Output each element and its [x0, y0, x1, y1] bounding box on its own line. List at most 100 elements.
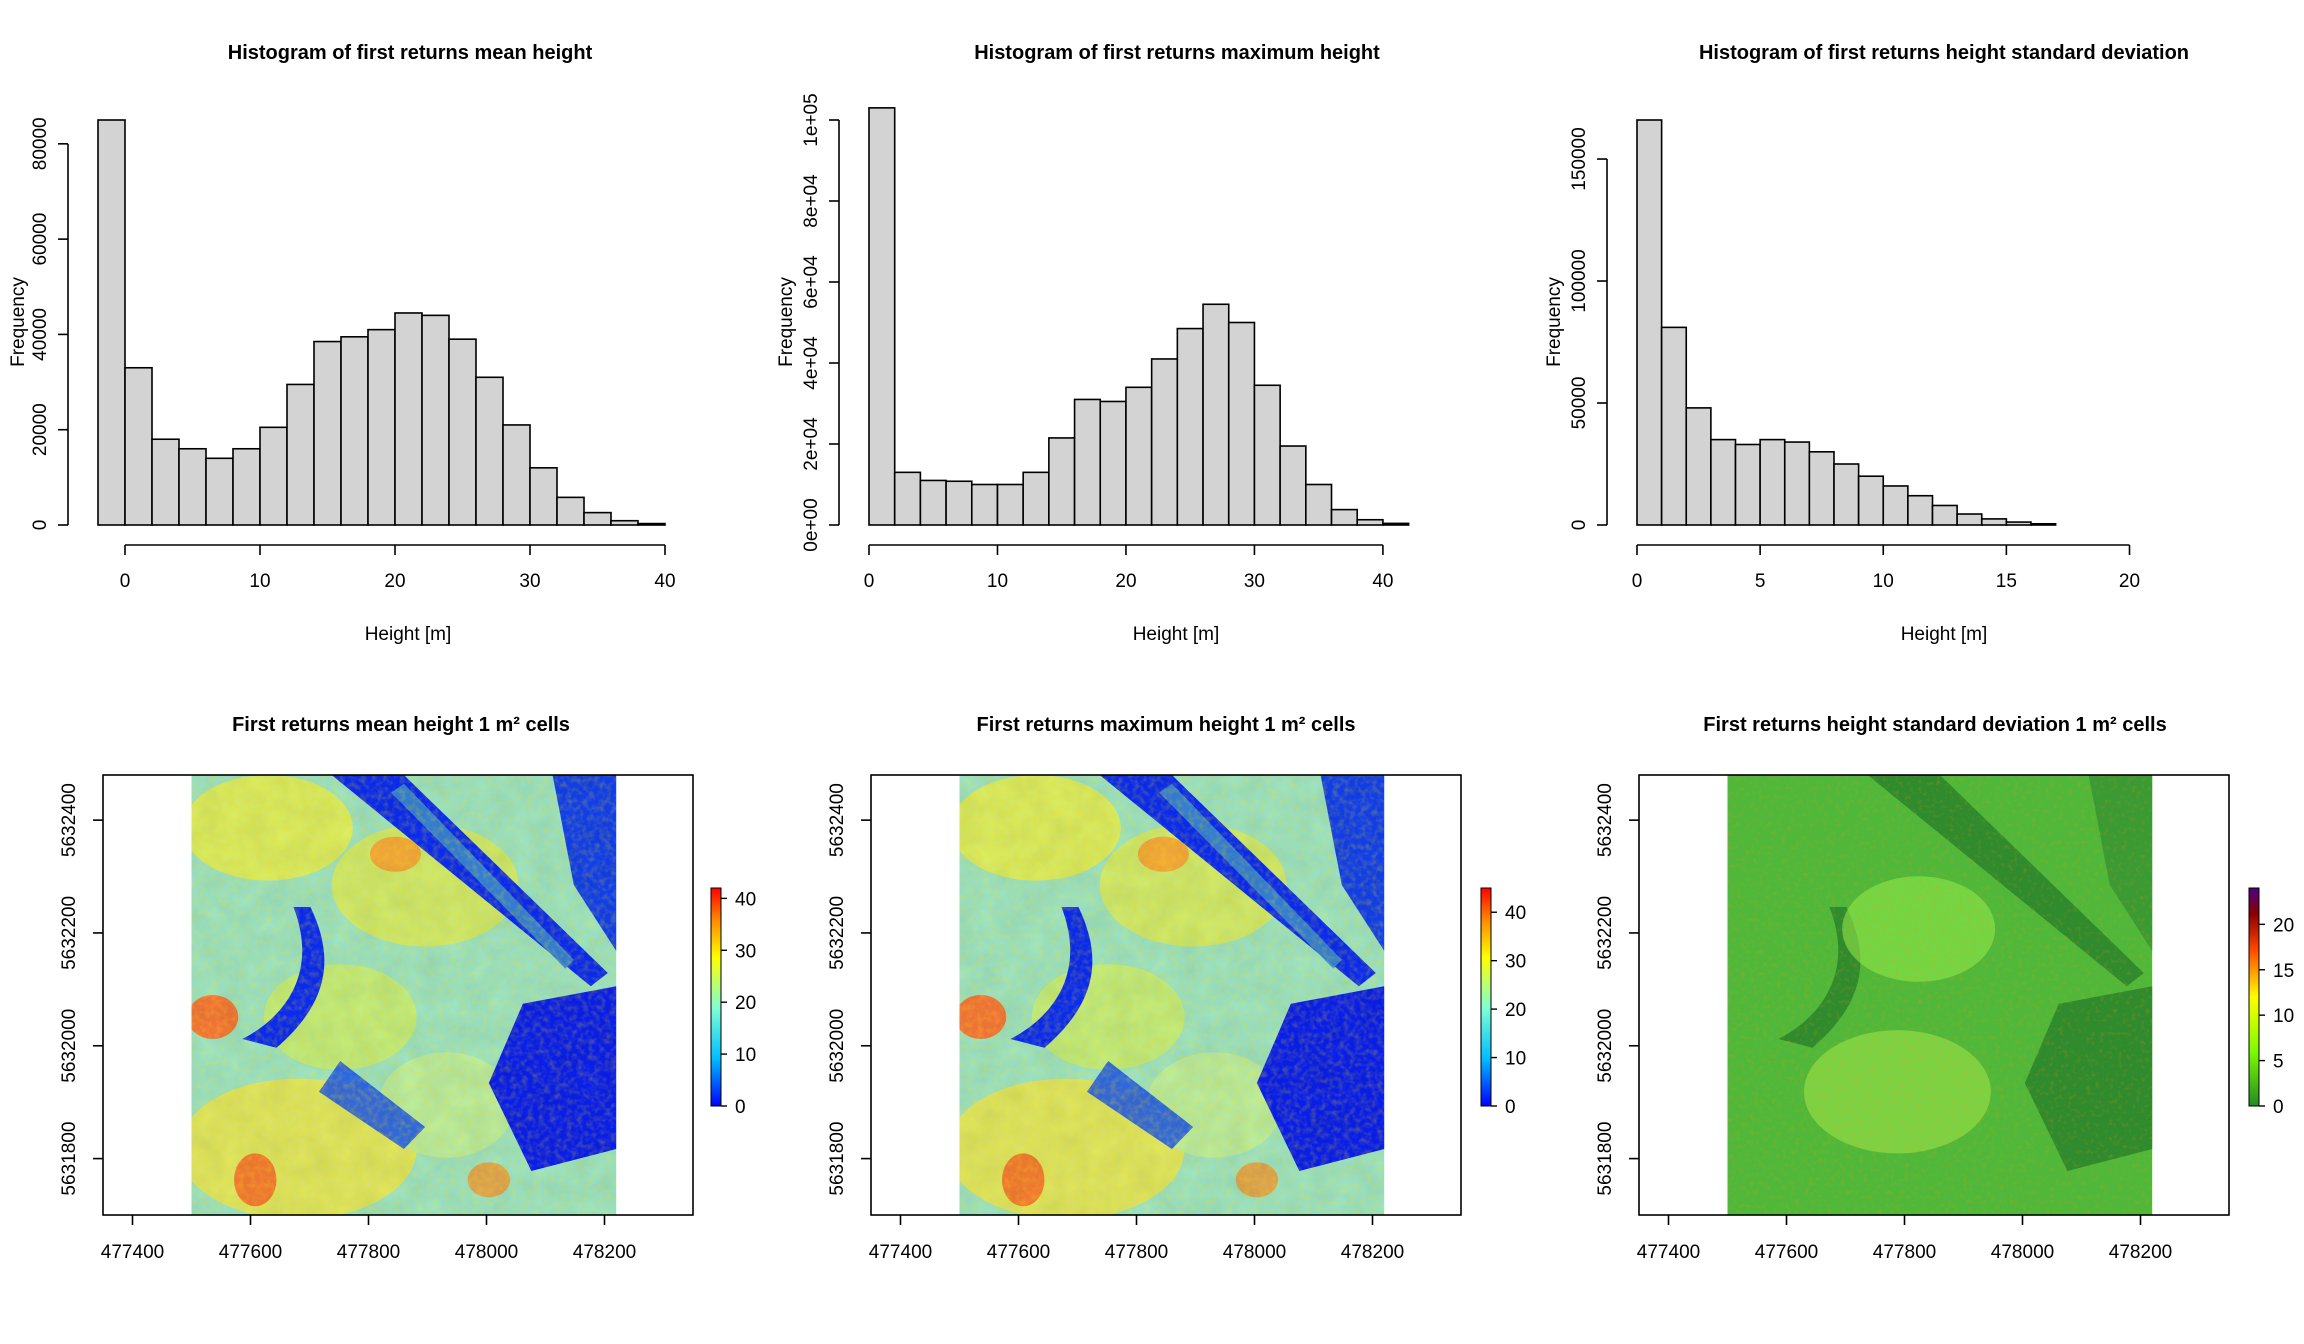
legend-tick-label: 10	[735, 1045, 756, 1066]
chart-title: First returns mean height 1 m² cells	[232, 714, 570, 736]
histogram-bar	[97, 119, 126, 526]
histogram-bar	[1710, 438, 1737, 526]
y-tick-label: 5631800	[1595, 1122, 1616, 1196]
y-axis-label: Frequency	[1544, 277, 1565, 367]
x-tick-label: 477400	[101, 1242, 164, 1263]
histogram-bar	[475, 376, 504, 526]
y-axis-label: Frequency	[8, 277, 29, 367]
legend-tick-label: 10	[1505, 1049, 1526, 1070]
histogram-bar	[1073, 398, 1102, 526]
y-tick-label: 5632400	[59, 783, 80, 857]
y-tick-label: 5632200	[59, 896, 80, 970]
y-tick-label: 5632000	[59, 1009, 80, 1083]
legend-tick-label: 20	[735, 993, 756, 1014]
x-axis-label: Height [m]	[365, 624, 452, 645]
x-axis-label: Height [m]	[1133, 624, 1220, 645]
histogram-bar	[1125, 386, 1153, 526]
x-tick-label: 477800	[337, 1242, 400, 1263]
histogram-bar	[178, 447, 207, 526]
histogram-bar	[945, 480, 973, 526]
y-tick-label: 1e+05	[801, 93, 822, 146]
legend-tick-label: 20	[2273, 915, 2294, 936]
chart-title: First returns height standard deviation …	[1703, 714, 2166, 736]
y-tick-label: 20000	[30, 403, 51, 456]
x-tick-label: 477600	[1755, 1242, 1818, 1263]
histogram-bar	[529, 467, 558, 526]
legend-tick-label: 10	[2273, 1006, 2294, 1027]
histogram-bar	[868, 107, 896, 526]
x-tick-label: 15	[1996, 571, 2017, 592]
histogram-bar	[1660, 326, 1688, 526]
histogram-bar	[1857, 475, 1885, 526]
chart-title: First returns maximum height 1 m² cells	[977, 714, 1356, 736]
y-tick-label: 0e+00	[801, 498, 822, 551]
x-tick-label: 477800	[1873, 1242, 1936, 1263]
x-tick-label: 478000	[1991, 1242, 2054, 1263]
raster-image	[959, 775, 1385, 1215]
histogram-bar	[340, 335, 369, 526]
legend-tick-label: 0	[2273, 1097, 2284, 1118]
histogram-bar	[1882, 485, 1909, 526]
x-tick-label: 5	[1755, 571, 1766, 592]
x-tick-label: 10	[1873, 571, 1894, 592]
y-tick-label: 5632000	[827, 1009, 848, 1083]
histogram-max-height: Histogram of first returns maximum heigh…	[776, 42, 1410, 645]
histogram-bar	[556, 496, 585, 526]
raster-max-height: First returns maximum height 1 m² cells …	[827, 714, 1526, 1263]
x-tick-label: 478000	[1223, 1242, 1286, 1263]
histogram-bar	[394, 312, 423, 526]
y-tick-label: 5631800	[59, 1122, 80, 1196]
legend-tick-label: 20	[1505, 1000, 1526, 1021]
y-tick-label: 50000	[1569, 377, 1590, 430]
x-tick-label: 30	[519, 571, 540, 592]
y-tick-label: 0	[1569, 520, 1590, 531]
histogram-bar	[1176, 327, 1204, 526]
x-tick-label: 0	[864, 571, 875, 592]
histogram-bar	[1382, 522, 1410, 526]
histogram-bar	[1305, 483, 1333, 526]
y-tick-label: 60000	[30, 213, 51, 266]
x-tick-label: 478000	[455, 1242, 518, 1263]
histogram-bar	[996, 483, 1024, 526]
histogram-bar	[1808, 451, 1835, 526]
x-tick-label: 478200	[573, 1242, 636, 1263]
y-tick-label: 100000	[1569, 249, 1590, 312]
plot-frame	[1638, 774, 2230, 1216]
histogram-bar	[1253, 384, 1281, 526]
histogram-bar	[286, 383, 315, 526]
raster-shading	[959, 775, 1385, 1215]
x-tick-label: 477400	[1637, 1242, 1700, 1263]
histogram-bar	[448, 338, 477, 526]
histogram-bar	[1980, 518, 2008, 526]
histogram-bar	[1227, 321, 1256, 526]
x-tick-label: 10	[249, 571, 270, 592]
y-tick-label: 150000	[1569, 127, 1590, 190]
x-tick-label: 477600	[987, 1242, 1050, 1263]
histogram-bar	[1330, 508, 1359, 526]
histogram-mean-height: Histogram of first returns mean height F…	[8, 42, 676, 645]
histogram-bar	[1833, 463, 1860, 526]
x-tick-label: 478200	[1341, 1242, 1404, 1263]
x-tick-label: 30	[1244, 571, 1265, 592]
histogram-bar	[919, 479, 947, 526]
histogram-bar	[421, 314, 450, 526]
y-tick-label: 2e+04	[801, 417, 822, 471]
raster-shading	[191, 775, 617, 1215]
histogram-bar	[1759, 438, 1786, 526]
color-legend-bar	[2248, 887, 2260, 1107]
raster-texture	[1727, 775, 2153, 1215]
histogram-bar	[1279, 445, 1307, 526]
histogram-bar	[610, 519, 639, 526]
histogram-bar	[205, 457, 234, 526]
x-tick-label: 40	[1372, 571, 1393, 592]
raster-image	[191, 775, 617, 1215]
histogram-bar	[1636, 119, 1663, 526]
plot-frame	[870, 774, 1462, 1216]
legend-tick-label: 30	[735, 941, 756, 962]
chart-title: Histogram of first returns mean height	[228, 42, 593, 64]
y-tick-label: 40000	[30, 308, 51, 361]
histogram-bar	[502, 424, 531, 526]
legend-tick-label: 30	[1505, 952, 1526, 973]
histogram-bar	[1150, 358, 1179, 526]
